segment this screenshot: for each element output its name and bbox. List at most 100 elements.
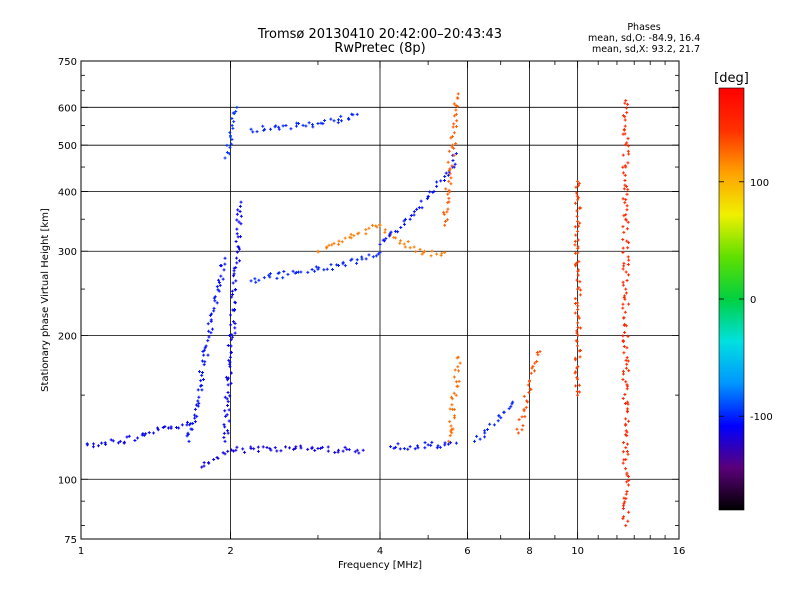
scatter-point	[403, 245, 407, 249]
scatter-point	[435, 184, 439, 188]
scatter-point	[626, 246, 630, 250]
y-tick-label: 75	[64, 535, 77, 546]
scatter-point	[297, 122, 301, 126]
scatter-point	[575, 194, 579, 198]
y-axis-label: Stationary phase Virtual Height [km]	[40, 208, 51, 392]
scatter-point	[444, 187, 448, 191]
scatter-point	[228, 134, 232, 138]
scatter-point	[446, 442, 450, 446]
scatter-point	[234, 109, 238, 113]
scatter-point	[426, 443, 430, 447]
scatter-point	[239, 235, 243, 239]
scatter-point	[394, 236, 398, 240]
scatter-point	[576, 273, 580, 277]
scatter-point	[448, 172, 452, 176]
scatter-point	[626, 519, 630, 523]
scatter-point	[524, 405, 528, 409]
scatter-point	[234, 266, 238, 270]
scatter-point	[229, 448, 233, 452]
scatter-point	[294, 124, 298, 128]
scatter-point	[622, 261, 626, 265]
scatter-point	[406, 239, 410, 243]
scatter-point	[233, 331, 237, 335]
scatter-point	[443, 219, 447, 223]
scatter-point	[575, 209, 579, 213]
scatter-point	[196, 399, 200, 403]
y-tick-label: 200	[58, 331, 77, 342]
scatter-point	[200, 373, 204, 377]
scatter-point	[349, 258, 353, 262]
scatter-point	[238, 259, 242, 263]
scatter-point	[573, 297, 577, 301]
scatter-point	[226, 376, 230, 380]
scatter-point	[625, 227, 629, 231]
scatter-point	[310, 268, 314, 272]
scatter-point	[579, 326, 583, 330]
scatter-point	[408, 246, 412, 250]
scatter-point	[621, 237, 625, 241]
scatter-point	[190, 427, 194, 431]
scatter-point	[578, 355, 582, 359]
scatter-point	[488, 422, 492, 426]
y-tick-label: 300	[58, 247, 77, 258]
scatter-point	[453, 162, 457, 166]
scatter-point	[449, 441, 453, 445]
scatter-point	[142, 433, 146, 437]
scatter-point	[212, 309, 216, 313]
scatter-point	[222, 431, 226, 435]
scatter-point	[223, 395, 227, 399]
scatter-point	[516, 431, 520, 435]
scatter-point	[450, 135, 454, 139]
scatter-point	[625, 239, 629, 243]
scatter-point	[517, 418, 521, 422]
scatter-point	[227, 152, 231, 156]
scatter-point	[578, 390, 582, 394]
scatter-point	[448, 420, 452, 424]
scatter-point	[355, 112, 359, 116]
scatter-point	[624, 467, 628, 471]
scatter-point	[624, 270, 628, 274]
scatter-point	[621, 396, 625, 400]
scatter-point	[185, 423, 189, 427]
scatter-point	[225, 378, 229, 382]
scatter-point	[382, 239, 386, 243]
scatter-point	[343, 236, 347, 240]
scatter-point	[221, 451, 225, 455]
scatter-point	[378, 251, 382, 255]
scatter-point	[225, 397, 229, 401]
scatter-point	[576, 224, 580, 228]
scatter-point	[213, 299, 217, 303]
scatter-point	[229, 350, 233, 354]
scatter-point	[529, 387, 533, 391]
scatter-point	[527, 391, 531, 395]
scatter-point	[627, 483, 631, 487]
scatter-point	[511, 400, 515, 404]
colorbar-label: [deg]	[714, 71, 749, 86]
scatter-point	[364, 228, 368, 232]
scatter-point	[195, 414, 199, 418]
scatter-point	[521, 424, 525, 428]
scatter-point	[238, 204, 242, 208]
scatter-point	[507, 407, 511, 411]
scatter-point	[573, 356, 577, 360]
scatter-point	[193, 413, 197, 417]
scatter-point	[251, 130, 255, 134]
scatter-point	[230, 333, 234, 337]
scatter-point	[452, 131, 456, 135]
scatter-point	[370, 223, 374, 227]
scatter-point	[426, 195, 430, 199]
scatter-point	[206, 339, 210, 343]
scatter-point	[435, 252, 439, 256]
scatter-point	[206, 353, 210, 357]
scatter-point	[451, 143, 455, 147]
scatter-point	[255, 130, 259, 134]
scatter-point	[133, 439, 137, 443]
scatter-point	[335, 263, 339, 267]
scatter-point	[311, 123, 315, 127]
scatter-point	[456, 104, 460, 108]
scatter-point	[452, 153, 456, 157]
scatter-point	[624, 492, 628, 496]
scatter-point	[325, 267, 329, 271]
scatter-point	[216, 288, 220, 292]
scatter-point	[200, 465, 204, 469]
